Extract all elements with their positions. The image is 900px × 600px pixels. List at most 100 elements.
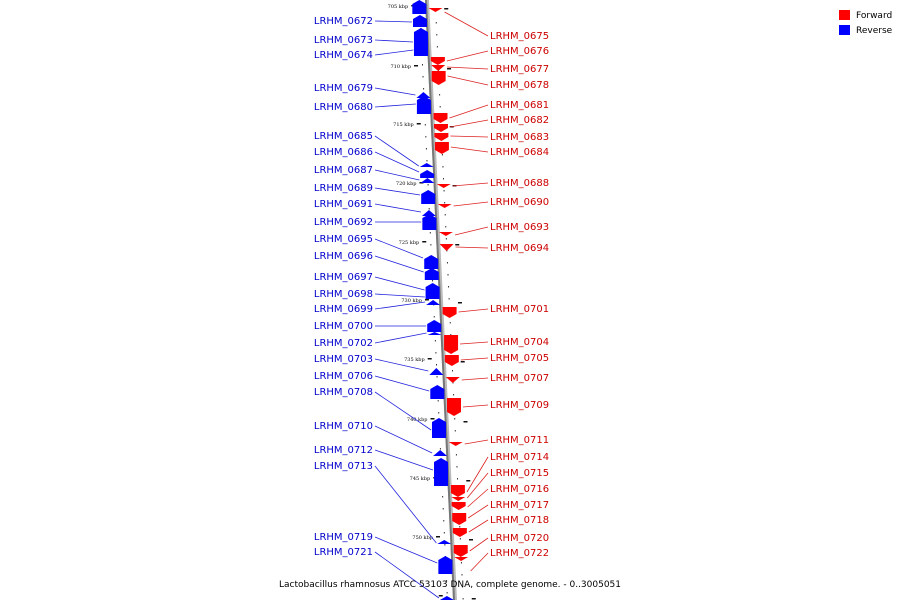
forward-gene-label[interactable]: LRHM_0682 xyxy=(490,115,549,126)
forward-gene-label[interactable]: LRHM_0705 xyxy=(490,353,549,364)
reverse-gene-feature[interactable] xyxy=(420,178,435,183)
forward-gene-label[interactable]: LRHM_0675 xyxy=(490,31,549,42)
reverse-gene-label[interactable]: LRHM_0699 xyxy=(314,304,373,315)
forward-gene-label[interactable]: LRHM_0688 xyxy=(490,178,549,189)
reverse-gene-label[interactable]: LRHM_0687 xyxy=(314,165,373,176)
reverse-gene-feature[interactable] xyxy=(431,418,446,438)
reverse-gene-label[interactable]: LRHM_0686 xyxy=(314,147,373,158)
forward-gene-feature[interactable] xyxy=(444,355,459,366)
reverse-gene-feature[interactable] xyxy=(421,190,436,204)
forward-gene-label[interactable]: LRHM_0714 xyxy=(490,452,549,463)
forward-gene-label[interactable]: LRHM_0683 xyxy=(490,132,549,143)
reverse-gene-feature[interactable] xyxy=(433,450,448,456)
reverse-gene-feature[interactable] xyxy=(425,283,440,299)
forward-gene-feature[interactable] xyxy=(446,398,461,416)
forward-gene-feature[interactable] xyxy=(451,497,466,501)
reverse-gene-feature[interactable] xyxy=(424,255,439,269)
forward-gene-feature[interactable] xyxy=(445,377,460,383)
reverse-gene-feature[interactable] xyxy=(412,0,427,14)
forward-gene-label[interactable]: LRHM_0715 xyxy=(490,468,549,479)
reverse-gene-label[interactable]: LRHM_0703 xyxy=(314,354,373,365)
reverse-gene-feature[interactable] xyxy=(427,320,442,332)
reverse-gene-feature[interactable] xyxy=(426,300,441,305)
reverse-gene-label[interactable]: LRHM_0672 xyxy=(314,16,373,27)
forward-gene-feature[interactable] xyxy=(431,65,446,71)
reverse-gene-feature[interactable] xyxy=(421,210,436,216)
forward-gene-label[interactable]: LRHM_0716 xyxy=(490,484,549,495)
forward-gene-label[interactable]: LRHM_0690 xyxy=(490,197,549,208)
reverse-gene-label[interactable]: LRHM_0685 xyxy=(314,131,373,142)
forward-gene-feature[interactable] xyxy=(433,113,448,123)
reverse-gene-label[interactable]: LRHM_0721 xyxy=(314,547,373,558)
reverse-gene-feature[interactable] xyxy=(429,368,444,375)
forward-gene-label[interactable]: LRHM_0676 xyxy=(490,46,549,57)
reverse-gene-feature[interactable] xyxy=(427,332,442,335)
reverse-gene-label[interactable]: LRHM_0673 xyxy=(314,35,373,46)
reverse-gene-feature[interactable] xyxy=(422,214,437,230)
forward-gene-feature[interactable] xyxy=(444,335,459,354)
reverse-gene-feature[interactable] xyxy=(416,96,431,114)
forward-gene-label[interactable]: LRHM_0701 xyxy=(490,304,549,315)
forward-gene-label[interactable]: LRHM_0694 xyxy=(490,243,549,254)
reverse-gene-feature[interactable] xyxy=(438,556,453,574)
reverse-gene-label[interactable]: LRHM_0702 xyxy=(314,338,373,349)
forward-gene-feature[interactable] xyxy=(439,244,454,251)
reverse-gene-feature[interactable] xyxy=(413,28,428,56)
forward-gene-feature[interactable] xyxy=(452,513,467,525)
forward-gene-label[interactable]: LRHM_0707 xyxy=(490,373,549,384)
reverse-gene-label[interactable]: LRHM_0710 xyxy=(314,421,373,432)
reverse-gene-label[interactable]: LRHM_0708 xyxy=(314,387,373,398)
forward-gene-label[interactable]: LRHM_0678 xyxy=(490,80,549,91)
reverse-gene-label[interactable]: LRHM_0719 xyxy=(314,532,373,543)
reverse-gene-feature[interactable] xyxy=(424,268,439,280)
forward-gene-label[interactable]: LRHM_0704 xyxy=(490,337,549,348)
forward-gene-feature[interactable] xyxy=(431,71,446,85)
reverse-gene-feature[interactable] xyxy=(437,540,452,544)
reverse-gene-feature[interactable] xyxy=(425,294,440,299)
forward-gene-feature[interactable] xyxy=(454,557,469,561)
forward-gene-feature[interactable] xyxy=(453,545,468,557)
forward-gene-label[interactable]: LRHM_0711 xyxy=(490,435,549,446)
reverse-gene-label[interactable]: LRHM_0674 xyxy=(314,50,373,61)
reverse-gene-label[interactable]: LRHM_0713 xyxy=(314,461,373,472)
reverse-gene-label[interactable]: LRHM_0712 xyxy=(314,445,373,456)
forward-gene-feature[interactable] xyxy=(437,204,452,208)
reverse-gene-feature[interactable] xyxy=(420,170,435,178)
forward-gene-feature[interactable] xyxy=(450,485,465,497)
forward-gene-feature[interactable] xyxy=(436,184,451,188)
forward-gene-feature[interactable] xyxy=(438,232,453,236)
reverse-gene-label[interactable]: LRHM_0691 xyxy=(314,199,373,210)
forward-gene-label[interactable]: LRHM_0709 xyxy=(490,400,549,411)
reverse-gene-feature[interactable] xyxy=(430,385,445,399)
reverse-gene-label[interactable]: LRHM_0695 xyxy=(314,234,373,245)
reverse-gene-label[interactable]: LRHM_0680 xyxy=(314,102,373,113)
reverse-gene-label[interactable]: LRHM_0696 xyxy=(314,251,373,262)
reverse-gene-feature[interactable] xyxy=(419,163,434,167)
forward-gene-feature[interactable] xyxy=(451,502,466,510)
forward-gene-feature[interactable] xyxy=(428,8,443,12)
forward-gene-label[interactable]: LRHM_0720 xyxy=(490,533,549,544)
forward-gene-label[interactable]: LRHM_0722 xyxy=(490,548,549,559)
forward-gene-feature[interactable] xyxy=(448,442,463,446)
reverse-gene-label[interactable]: LRHM_0697 xyxy=(314,272,373,283)
reverse-gene-label[interactable]: LRHM_0692 xyxy=(314,217,373,228)
forward-gene-feature[interactable] xyxy=(434,142,449,154)
forward-gene-label[interactable]: LRHM_0681 xyxy=(490,100,549,111)
reverse-gene-label[interactable]: LRHM_0689 xyxy=(314,183,373,194)
forward-gene-label[interactable]: LRHM_0717 xyxy=(490,500,549,511)
reverse-gene-label[interactable]: LRHM_0679 xyxy=(314,83,373,94)
reverse-gene-label[interactable]: LRHM_0706 xyxy=(314,371,373,382)
forward-gene-label[interactable]: LRHM_0718 xyxy=(490,515,549,526)
forward-gene-feature[interactable] xyxy=(434,133,449,141)
reverse-gene-feature[interactable] xyxy=(439,596,454,600)
reverse-gene-feature[interactable] xyxy=(412,15,427,27)
forward-gene-label[interactable]: LRHM_0693 xyxy=(490,222,549,233)
forward-gene-feature[interactable] xyxy=(433,124,448,132)
forward-gene-feature[interactable] xyxy=(452,528,467,537)
reverse-gene-feature[interactable] xyxy=(416,92,431,98)
forward-gene-feature[interactable] xyxy=(442,307,457,318)
reverse-gene-feature[interactable] xyxy=(434,458,449,486)
reverse-gene-label[interactable]: LRHM_0700 xyxy=(314,321,373,332)
reverse-gene-label[interactable]: LRHM_0698 xyxy=(314,289,373,300)
forward-gene-label[interactable]: LRHM_0684 xyxy=(490,147,549,158)
